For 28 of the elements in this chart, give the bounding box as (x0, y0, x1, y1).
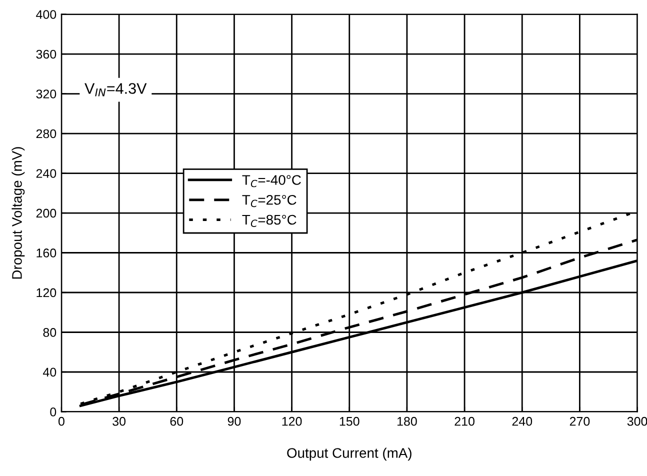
y-tick-label: 0 (50, 408, 56, 416)
x-tick-label: 60 (170, 416, 184, 426)
x-tick-label: 270 (570, 416, 590, 426)
legend-label: T$_{C}$=25°C (242, 194, 296, 208)
x-tick-label: 210 (454, 416, 474, 426)
y-tick-label: 120 (36, 288, 56, 298)
annotation: V$_{IN}$=4.3V (84, 83, 147, 96)
legend-label: T$_{C}$=-40°C (242, 175, 301, 188)
x-tick-label: 120 (282, 416, 302, 426)
y-tick-label: 400 (36, 10, 56, 19)
x-axis-title: Output Current (mA) (287, 448, 412, 461)
y-tick-label: 40 (42, 368, 56, 377)
x-tick-label: 150 (340, 416, 360, 426)
y-tick-label: 320 (36, 90, 56, 98)
legend-label: T$_{C}$=85°C (242, 214, 296, 227)
x-tick-label: 0 (58, 416, 64, 426)
y-tick-label: 80 (43, 328, 56, 337)
y-axis-title: Dropout Voltage (mV) (12, 147, 25, 279)
y-tick-label: 200 (36, 208, 56, 218)
y-tick-label: 160 (36, 248, 56, 258)
y-tick-label: 240 (36, 169, 56, 178)
x-tick-label: 240 (512, 416, 532, 426)
y-tick-label: 360 (36, 50, 56, 59)
x-tick-label: 300 (627, 416, 647, 426)
x-tick-label: 90 (228, 416, 241, 426)
x-tick-label: 30 (112, 416, 126, 426)
y-tick-label: 280 (36, 129, 56, 138)
x-tick-label: 180 (397, 416, 417, 426)
